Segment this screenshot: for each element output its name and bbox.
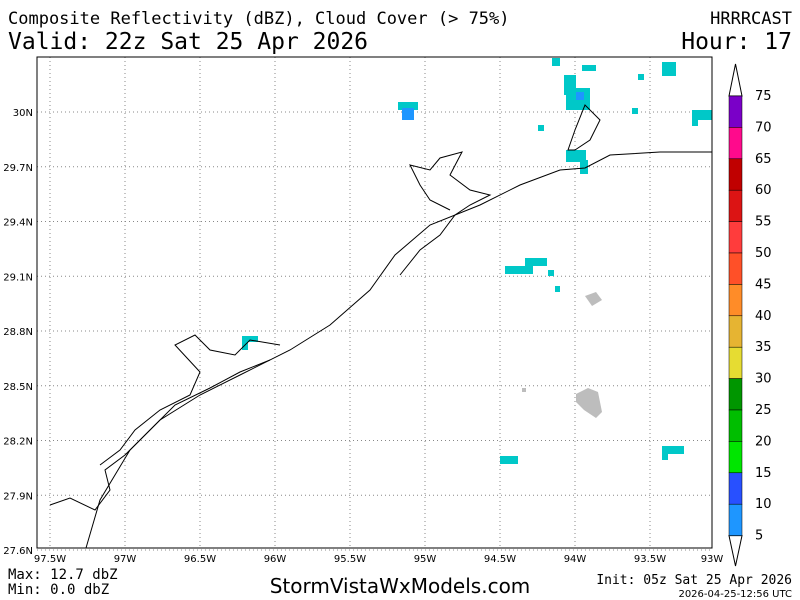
coastline — [49, 104, 712, 549]
legend-swatch — [728, 95, 743, 128]
legend-swatch — [728, 284, 743, 317]
lon-label: 93W — [701, 554, 724, 565]
radar-echoes — [242, 58, 712, 464]
lon-label: 93.5W — [634, 554, 666, 565]
lon-label: 95.5W — [334, 554, 366, 565]
lat-label: 29.4N — [3, 218, 33, 229]
lon-label: 97.5W — [34, 554, 66, 565]
lat-label: 29.7N — [3, 163, 33, 174]
valid-time: Valid: 22z Sat 25 Apr 2026 — [8, 29, 368, 55]
legend-label: 60 — [755, 183, 772, 198]
model-name: HRRRCAST — [710, 9, 792, 29]
legend-label: 25 — [755, 403, 772, 418]
legend-swatch — [728, 252, 743, 285]
legend-swatch — [728, 472, 743, 505]
legend-label: 20 — [755, 434, 772, 449]
lat-label: 28.8N — [3, 327, 33, 338]
cloud-cover — [522, 292, 602, 418]
lon-label: 95W — [414, 554, 437, 565]
init-time: Init: 05z Sat 25 Apr 2026 — [596, 573, 792, 588]
legend-label: 40 — [755, 309, 772, 324]
lon-label: 97W — [114, 554, 137, 565]
legend-label: 70 — [755, 120, 772, 135]
legend-label: 35 — [755, 340, 772, 355]
legend-swatch — [728, 189, 743, 222]
lat-label: 27.6N — [3, 546, 33, 557]
legend-label: 5 — [755, 529, 763, 544]
map-frame — [36, 56, 713, 549]
legend-label: 30 — [755, 372, 772, 387]
min-value: Min: 0.0 dbZ — [8, 582, 109, 598]
legend-swatch — [728, 378, 743, 411]
legend-label: 50 — [755, 246, 772, 261]
color-legend: 75 70 65 60 55 50 45 40 35 30 25 20 15 10 5 — [728, 63, 772, 567]
max-value: Max: 12.7 dbZ — [8, 567, 118, 583]
lat-label: 29.1N — [3, 272, 33, 283]
lat-label: 28.2N — [3, 437, 33, 448]
legend-label: 65 — [755, 152, 772, 167]
lat-label: 30N — [13, 108, 33, 119]
legend-swatch — [728, 441, 743, 474]
legend-label: 75 — [755, 89, 772, 104]
legend-swatch — [728, 315, 743, 348]
lon-label: 94.5W — [484, 554, 516, 565]
lon-label: 96W — [264, 554, 287, 565]
legend-swatch — [728, 158, 743, 191]
lat-label: 28.5N — [3, 382, 33, 393]
lon-label: 94W — [564, 554, 587, 565]
forecast-hour: Hour: 17 — [681, 29, 792, 55]
legend-label: 55 — [755, 215, 772, 230]
lon-label: 96.5W — [184, 554, 216, 565]
legend-label: 45 — [755, 277, 772, 292]
legend-swatch — [728, 221, 743, 254]
legend-label: 15 — [755, 466, 772, 481]
timestamp: 2026-04-25-12:56 UTC — [678, 589, 792, 600]
title: Composite Reflectivity (dBZ), Cloud Cove… — [8, 9, 510, 29]
legend-swatch — [728, 409, 743, 442]
legend-swatch — [728, 346, 743, 379]
site-name: StormVistaWxModels.com — [270, 574, 531, 598]
legend-swatch — [728, 503, 743, 536]
lat-label: 27.9N — [3, 491, 33, 502]
legend-label: 10 — [755, 497, 772, 512]
grid: 97.5W 97W 96.5W 96W 95.5W 95W 94.5W 94W 93.5W 93W… — [3, 57, 723, 565]
legend-swatch — [728, 127, 743, 160]
